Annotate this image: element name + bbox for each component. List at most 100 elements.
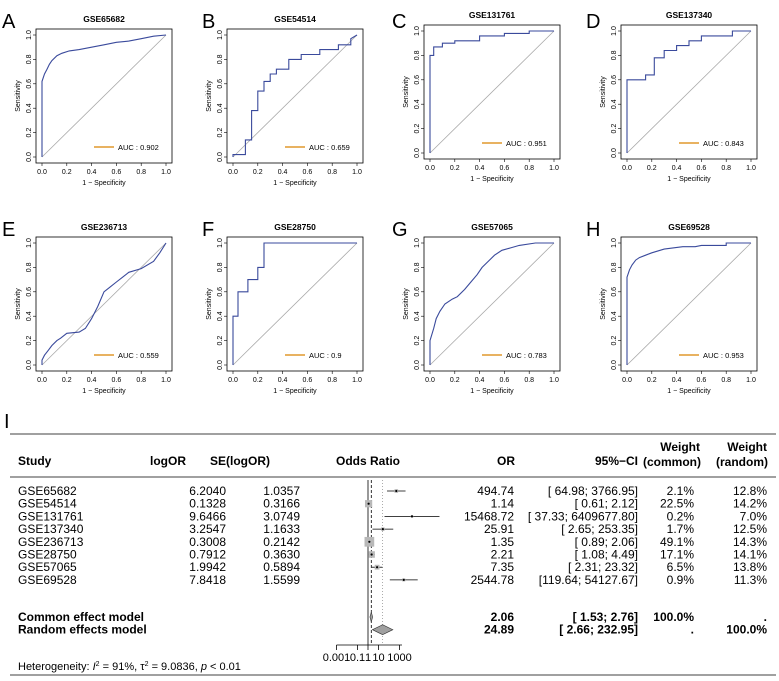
roc-curve — [41, 34, 167, 157]
diagonal-reference — [626, 30, 752, 154]
x-tick-label: 0.6 — [112, 377, 122, 384]
study-name: GSE28750 — [18, 548, 77, 562]
or-value: 1.14 — [491, 497, 515, 511]
ci-value: [ 0.89; 2.06] — [575, 535, 638, 549]
point-estimate — [410, 515, 414, 518]
x-axis-label: 1 − Specificity — [470, 176, 514, 183]
weight-random-value: 12.5% — [733, 522, 767, 536]
plot-frame — [35, 236, 173, 372]
study-name: GSE57065 — [18, 560, 77, 574]
tau-value: = 9.0836, — [149, 661, 201, 673]
panel-letter: I — [4, 411, 10, 433]
chart-title: GSE54514 — [274, 14, 316, 24]
y-axis-label: Sensitivity — [15, 80, 22, 112]
or-value: 2.21 — [491, 548, 515, 562]
weight-common-value: 49.1% — [660, 535, 694, 549]
x-axis-label: 1 − Specificity — [667, 388, 711, 395]
auc-label: AUC : 0.951 — [506, 139, 547, 148]
summary-label: Common effect model — [18, 610, 144, 624]
se-value: 3.0749 — [263, 509, 300, 523]
panel-letter: B — [202, 11, 215, 33]
plot-frame — [226, 28, 364, 164]
summary-weight-common: 100.0% — [653, 610, 694, 624]
study-row: GSE137340 3.2547 1.1633 25.91 [ 2.65; 253.35… — [18, 522, 767, 536]
col-header-random: (random) — [716, 455, 768, 469]
diagonal-reference — [41, 34, 167, 158]
x-tick-label: 0.4 — [672, 377, 682, 384]
tau-symbol: τ — [140, 661, 145, 673]
y-tick-label: 0.4 — [611, 311, 618, 321]
x-tick-label: 1.0 — [352, 377, 362, 384]
weight-random-value: 13.8% — [733, 560, 767, 574]
roc-panel-g: G GSE57065 0.0 0.0 0.2 0.2 0.4 0.4 0.6 0.6 0.8 0.8 1… — [392, 219, 561, 395]
y-tick-label: 0.6 — [26, 287, 33, 297]
plot-frame — [620, 24, 758, 160]
logor-value: 0.7912 — [189, 548, 226, 562]
p-symbol: p — [200, 661, 207, 673]
ci-value: [119.64; 54127.67] — [539, 573, 638, 587]
se-value: 0.5894 — [263, 560, 300, 574]
y-tick-label: 0.8 — [217, 54, 224, 64]
col-header-study: Study — [18, 454, 52, 468]
y-tick-label: 0.6 — [217, 287, 224, 297]
y-tick-label: 0.2 — [414, 336, 421, 346]
y-tick-label: 0.0 — [611, 148, 618, 158]
or-value: 7.35 — [491, 560, 515, 574]
summary-ci: [ 1.53; 2.76] — [573, 610, 638, 624]
y-axis-label: Sensitivity — [403, 76, 410, 108]
y-tick-label: 0.2 — [217, 336, 224, 346]
study-name: GSE137340 — [18, 522, 84, 536]
summary-diamond — [369, 610, 373, 624]
roc-panel-f: F GSE28750 0.0 0.0 0.2 0.2 0.4 0.4 0.6 0.6 0.8 0.8 1… — [202, 219, 364, 395]
i2-sup: 2 — [96, 661, 100, 668]
x-tick-label: 0.6 — [112, 169, 122, 176]
roc-panel-a: A GSE65682 0.0 0.0 0.2 0.2 0.4 0.4 0.6 0.6 0.8 0.8 1… — [2, 11, 173, 187]
roc-panel-e: E GSE236713 0.0 0.0 0.2 0.2 0.4 0.4 0.6 0.6 0.8 0.8… — [2, 219, 173, 395]
plot-frame — [35, 28, 173, 164]
y-tick-label: 0.2 — [26, 128, 33, 138]
logor-value: 6.2040 — [189, 484, 226, 498]
chart-title: GSE65682 — [83, 14, 125, 24]
weight-random-value: 11.3% — [734, 573, 767, 587]
diagonal-reference — [429, 30, 555, 154]
summary-ci: [ 2.66; 232.95] — [559, 623, 638, 637]
x-tick-label: 0.2 — [647, 165, 657, 172]
weight-common-value: 0.9% — [667, 573, 695, 587]
summary-row: Random effects model 24.89 [ 2.66; 232.95]… — [18, 623, 767, 637]
se-value: 1.5599 — [263, 573, 300, 587]
col-header-logor: logOR — [150, 454, 186, 468]
or-value: 2544.78 — [471, 573, 515, 587]
y-tick-label: 0.8 — [414, 50, 421, 60]
forest-x-tick-label: 0.1 — [350, 652, 365, 664]
study-row: GSE69528 7.8418 1.5599 2544.78 [119.64; 5412… — [18, 573, 767, 587]
y-axis-label: Sensitivity — [600, 76, 607, 108]
i2-value: = 91%, — [100, 661, 141, 673]
x-tick-label: 0.8 — [721, 377, 731, 384]
x-axis-label: 1 − Specificity — [82, 388, 126, 395]
roc-curve — [232, 34, 358, 157]
y-tick-label: 0.6 — [611, 75, 618, 85]
forest-x-tick-label: 10 — [372, 652, 384, 664]
y-axis-label: Sensitivity — [403, 288, 410, 320]
point-estimate — [402, 578, 405, 581]
x-tick-label: 0.8 — [136, 377, 146, 384]
se-value: 0.2142 — [263, 535, 300, 549]
chart-title: GSE236713 — [81, 222, 128, 232]
x-tick-label: 0.4 — [87, 377, 97, 384]
study-name: GSE65682 — [18, 484, 77, 498]
x-tick-label: 0.6 — [697, 165, 707, 172]
y-tick-label: 0.2 — [217, 128, 224, 138]
het-prefix: Heterogeneity: — [18, 661, 93, 673]
x-tick-label: 0.6 — [500, 165, 510, 172]
x-tick-label: 0.6 — [500, 377, 510, 384]
x-tick-label: 0.8 — [327, 377, 337, 384]
logor-value: 3.2547 — [189, 522, 226, 536]
auc-label: AUC : 0.9 — [309, 351, 342, 360]
chart-title: GSE69528 — [668, 222, 710, 232]
weight-random-value: 14.2% — [733, 497, 767, 511]
ci-value: [ 2.65; 253.35] — [561, 522, 638, 536]
y-tick-label: 0.8 — [26, 262, 33, 272]
study-name: GSE131761 — [18, 509, 84, 523]
logor-value: 7.8418 — [189, 573, 226, 587]
x-tick-label: 0.0 — [425, 165, 435, 172]
